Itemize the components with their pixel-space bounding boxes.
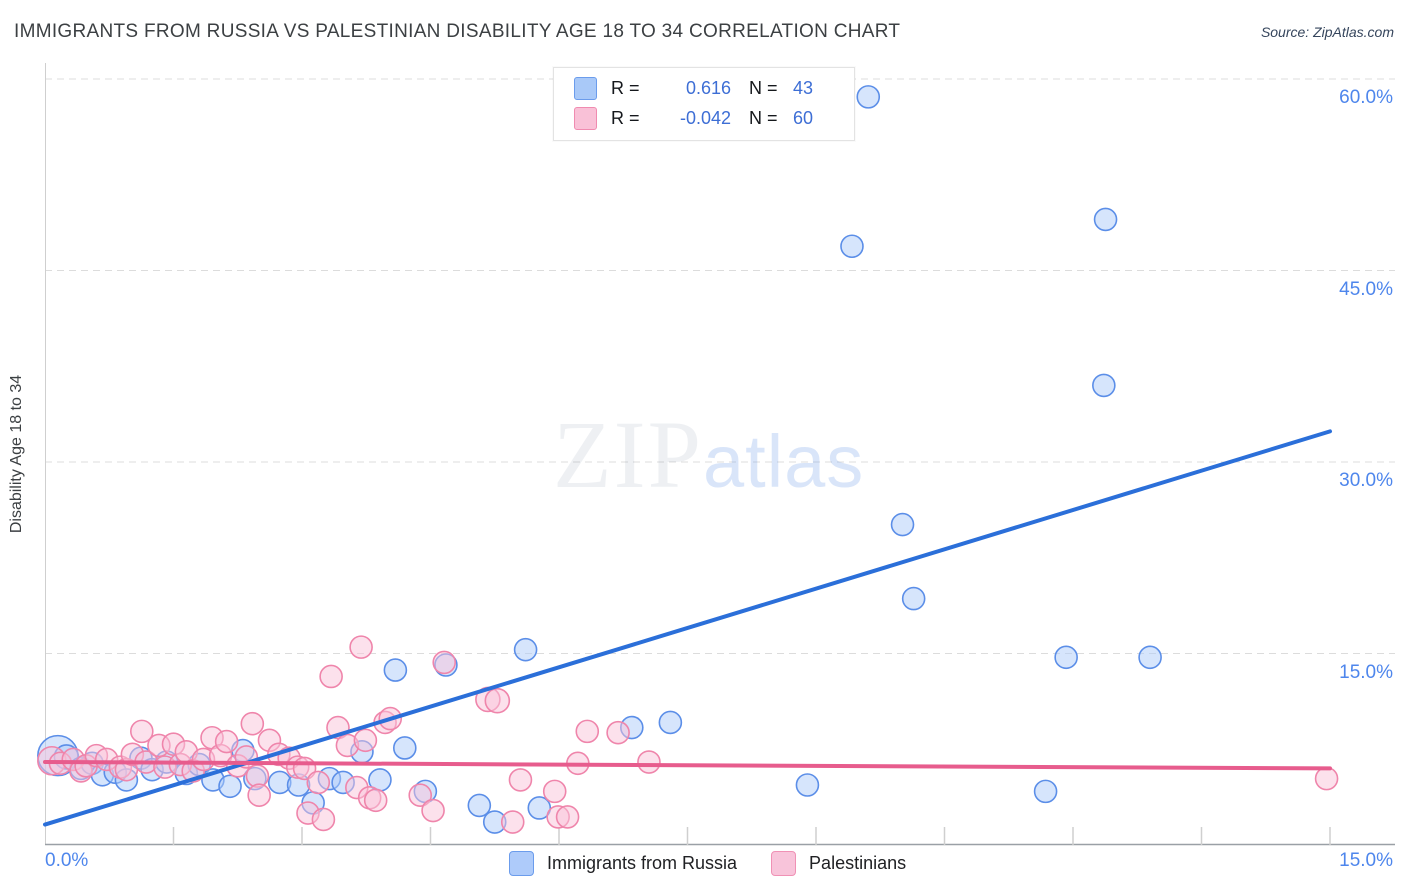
n-value-palestinians: 60 bbox=[793, 108, 814, 128]
n-value-russia: 43 bbox=[793, 78, 814, 98]
data-point-russia[interactable] bbox=[467, 793, 492, 818]
data-point-russia[interactable] bbox=[795, 773, 820, 797]
r-value-palestinians: -0.042 bbox=[679, 108, 731, 128]
data-point-palestinians[interactable] bbox=[421, 798, 445, 823]
correlation-legend-box: R = 0.616 N = 43 R = -0.042 N = 60 bbox=[553, 67, 855, 141]
data-point-palestinians[interactable] bbox=[319, 664, 343, 689]
y-tick-label-30: 30.0% bbox=[1339, 470, 1393, 491]
plot-area: ZIPatlas R = 0.616 N = 43 R = -0.042 N =… bbox=[37, 63, 1395, 846]
n-label: N = bbox=[749, 78, 778, 98]
y-tick-label-60: 60.0% bbox=[1339, 87, 1393, 108]
data-point-russia[interactable] bbox=[901, 586, 926, 611]
palestinians-legend-label: Palestinians bbox=[809, 853, 907, 873]
data-point-palestinians[interactable] bbox=[555, 805, 580, 829]
data-point-palestinians[interactable] bbox=[363, 788, 388, 813]
r-value-russia: 0.616 bbox=[685, 78, 731, 98]
trend-line-palestinians bbox=[43, 760, 1332, 771]
legend-item-russia[interactable]: Immigrants from Russia bbox=[509, 851, 737, 876]
data-point-palestinians[interactable] bbox=[349, 635, 373, 659]
data-point-palestinians[interactable] bbox=[214, 729, 239, 754]
data-point-russia[interactable] bbox=[1054, 645, 1078, 670]
russia-legend-swatch-icon bbox=[509, 851, 534, 876]
source-link[interactable]: Source: ZipAtlas.com bbox=[1260, 24, 1394, 40]
data-point-palestinians[interactable] bbox=[542, 779, 567, 804]
y-tick-label-15: 15.0% bbox=[1339, 661, 1393, 683]
data-point-russia[interactable] bbox=[840, 234, 864, 259]
data-point-russia[interactable] bbox=[527, 796, 552, 820]
palestinians-legend-swatch-icon bbox=[771, 851, 797, 876]
data-point-palestinians[interactable] bbox=[408, 783, 433, 808]
series-legend: Immigrants from Russia Palestinians bbox=[509, 851, 926, 876]
legend-item-palestinians[interactable]: Palestinians bbox=[771, 851, 906, 876]
data-point-palestinians[interactable] bbox=[353, 728, 378, 753]
r-label: R = bbox=[611, 108, 640, 128]
data-point-russia[interactable] bbox=[890, 512, 915, 537]
legend-row-palestinians: R = -0.042 N = 60 bbox=[574, 106, 842, 131]
data-point-russia[interactable] bbox=[856, 85, 881, 109]
legend-row-russia: R = 0.616 N = 43 bbox=[574, 76, 842, 101]
y-axis-title-text: Disability Age 18 to 34 bbox=[8, 374, 26, 534]
data-point-russia[interactable] bbox=[1093, 207, 1118, 232]
x-axis-min-label: 0.0% bbox=[45, 850, 89, 871]
x-axis-max-label: 15.0% bbox=[1339, 850, 1393, 871]
data-point-palestinians[interactable] bbox=[130, 719, 154, 744]
data-point-russia[interactable] bbox=[1033, 779, 1058, 804]
data-point-russia[interactable] bbox=[1138, 645, 1162, 670]
data-point-palestinians[interactable] bbox=[240, 711, 265, 736]
data-point-palestinians[interactable] bbox=[500, 810, 525, 834]
r-label: R = bbox=[611, 78, 640, 98]
data-point-palestinians[interactable] bbox=[606, 720, 630, 745]
data-point-palestinians[interactable] bbox=[508, 768, 533, 792]
data-point-russia[interactable] bbox=[218, 774, 242, 799]
data-point-palestinians[interactable] bbox=[432, 650, 457, 675]
russia-swatch-icon bbox=[574, 77, 597, 100]
data-point-russia[interactable] bbox=[513, 637, 538, 662]
data-point-russia[interactable] bbox=[658, 710, 683, 735]
data-point-palestinians[interactable] bbox=[311, 807, 336, 832]
n-label: N = bbox=[749, 108, 778, 128]
data-point-russia[interactable] bbox=[383, 658, 408, 682]
data-point-palestinians[interactable] bbox=[484, 687, 511, 714]
palestinians-swatch-icon bbox=[574, 107, 597, 130]
data-point-palestinians[interactable] bbox=[306, 770, 331, 795]
plot-canvas bbox=[37, 63, 1395, 846]
page-title: IMMIGRANTS FROM RUSSIA VS PALESTINIAN DI… bbox=[14, 21, 901, 42]
data-point-palestinians[interactable] bbox=[1314, 766, 1339, 791]
data-point-palestinians[interactable] bbox=[637, 750, 661, 774]
russia-legend-label: Immigrants from Russia bbox=[547, 853, 738, 873]
data-point-russia[interactable] bbox=[392, 736, 417, 760]
data-point-palestinians[interactable] bbox=[247, 783, 271, 808]
trend-line-russia bbox=[43, 429, 1332, 827]
data-point-russia[interactable] bbox=[1092, 373, 1116, 398]
y-tick-label-45: 45.0% bbox=[1339, 278, 1393, 300]
data-point-palestinians[interactable] bbox=[575, 719, 600, 744]
y-axis-title: Disability Age 18 to 34 bbox=[0, 63, 36, 845]
